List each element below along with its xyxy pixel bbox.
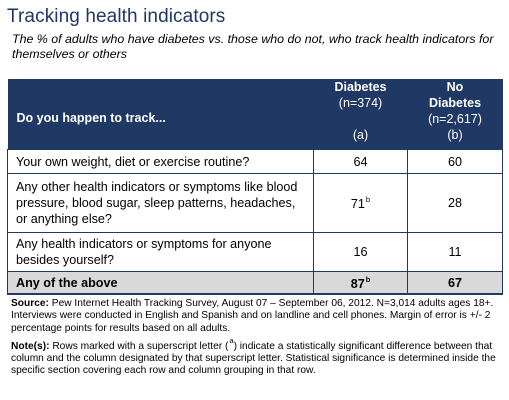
value-text: 64 [353, 154, 368, 169]
note-text-1: Rows marked with a superscript letter ( [49, 340, 229, 352]
value-text: 28 [447, 196, 462, 210]
value-cell-a: 16 [313, 232, 408, 272]
value-cell-b: 28 [407, 173, 503, 233]
row-label: Your own weight, diet or exercise routin… [7, 149, 314, 174]
chart-subtitle: The % of adults who have diabetes vs. th… [12, 32, 494, 61]
column-group-label: Diabetes [334, 80, 387, 94]
column-n-label: (n=2,617) [428, 112, 482, 126]
source-label: Source: [11, 298, 49, 309]
question-header: Do you happen to track... [7, 79, 314, 150]
note-label: Note(s): [11, 340, 50, 352]
significance-marker: b [365, 275, 371, 284]
table-row: Your own weight, diet or exercise routin… [7, 149, 503, 174]
column-header-no-diabetes: No Diabetes (n=2,617) (b) [407, 79, 503, 150]
table-row: Any health indicators or symptoms for an… [7, 232, 503, 272]
value-cell-b: 60 [407, 149, 503, 174]
column-group-label: No Diabetes [428, 80, 482, 110]
data-table: Do you happen to track... Diabetes (n=37… [7, 79, 503, 295]
value-cell-a: 71b [313, 173, 408, 233]
source-note: Source: Pew Internet Health Tracking Sur… [11, 298, 498, 335]
notes: Source: Pew Internet Health Tracking Sur… [7, 293, 502, 378]
column-letter-label: (b) [447, 128, 463, 142]
value-cell-a: 87b [313, 271, 408, 295]
table-row: Any other health indicators or symptoms … [7, 173, 503, 233]
row-label: Any of the above [7, 271, 314, 295]
significance-note: Note(s): Rows marked with a superscript … [11, 335, 498, 378]
table-row: Any of the above 87b 67 [7, 271, 503, 295]
column-letter-label: (a) [352, 128, 369, 142]
column-header-diabetes: Diabetes (n=374) (a) [313, 79, 408, 150]
value-cell-a: 64 [313, 149, 408, 174]
note-text-2: ) indicate a statistically significant d… [11, 340, 496, 377]
value-text: 11 [448, 245, 462, 259]
header-row: Do you happen to track... Diabetes (n=37… [7, 79, 503, 150]
value-cell-b: 11 [407, 232, 503, 272]
value-text: 60 [447, 154, 462, 169]
source-text: Pew Internet Health Tracking Survey, Aug… [11, 298, 494, 334]
significance-marker: b [365, 195, 371, 204]
column-n-label: (n=374) [338, 96, 383, 110]
value-text: 87 [350, 277, 365, 291]
note-sup: a [229, 335, 234, 345]
value-cell-b: 67 [407, 271, 503, 295]
value-text: 16 [353, 245, 368, 259]
chart-title: Tracking health indicators [7, 6, 226, 27]
row-label: Any health indicators or symptoms for an… [7, 232, 314, 272]
value-text: 67 [447, 276, 462, 290]
row-label: Any other health indicators or symptoms … [7, 173, 314, 233]
value-text: 71 [350, 197, 365, 211]
